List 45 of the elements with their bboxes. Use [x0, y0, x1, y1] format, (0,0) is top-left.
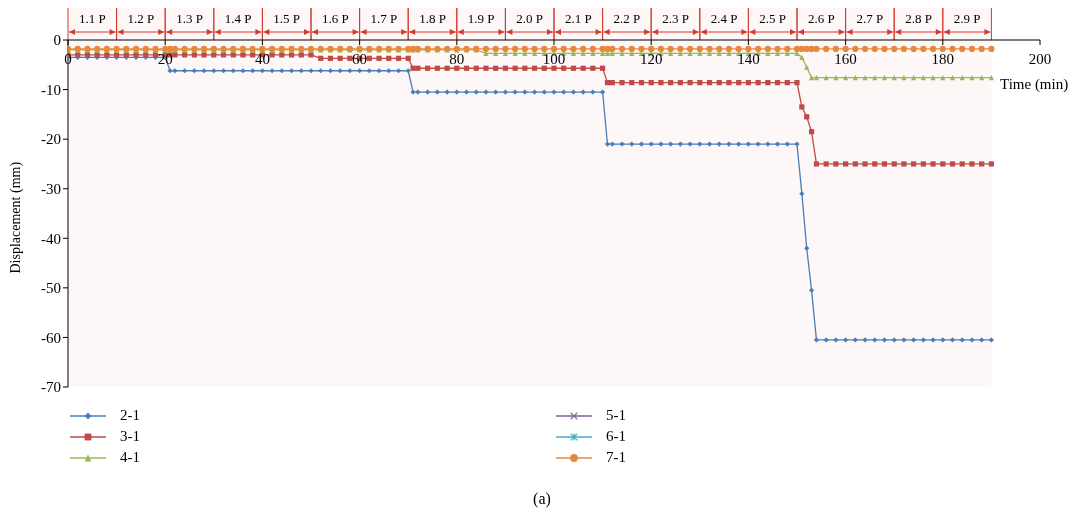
y-tick-label: -60 — [41, 329, 61, 346]
legend-label: 5-1 — [606, 407, 626, 424]
band-label: 2.0 P — [516, 11, 544, 26]
x-tick-label: 200 — [1028, 50, 1052, 67]
band-label: 1.6 P — [321, 11, 349, 26]
x-tick-label: 80 — [449, 50, 465, 67]
band-label: 1.5 P — [273, 11, 301, 26]
band-label: 2.7 P — [856, 11, 884, 26]
x-tick-label: 140 — [737, 50, 760, 67]
x-tick-label: 160 — [834, 50, 857, 67]
legend-label: 4-1 — [120, 449, 140, 466]
x-axis-title: Time (min) — [1000, 76, 1069, 93]
y-tick-label: -70 — [41, 379, 61, 396]
y-tick-label: -20 — [41, 131, 61, 148]
x-tick-label: 100 — [542, 50, 566, 67]
band-label: 1.2 P — [127, 11, 155, 26]
legend-label: 6-1 — [606, 428, 626, 445]
x-tick-label: 0 — [64, 50, 72, 67]
band-label: 1.3 P — [176, 11, 203, 26]
band-label: 1.7 P — [370, 11, 398, 26]
band-label: 2.4 P — [710, 11, 738, 26]
y-tick-label: -40 — [41, 230, 61, 247]
y-axis-title: Displacement (mm) — [7, 161, 24, 274]
y-tick-label: -50 — [41, 280, 61, 297]
band-label: 2.5 P — [759, 11, 787, 26]
band-label: 1.8 P — [419, 11, 446, 26]
band-label: 2.8 P — [905, 11, 932, 26]
band-label: 1.9 P — [467, 11, 495, 26]
x-tick-label: 180 — [931, 50, 955, 67]
x-tick-label: 40 — [254, 50, 270, 67]
band-label: 2.3 P — [662, 11, 689, 26]
y-tick-label: -10 — [41, 81, 61, 98]
text: (a) — [532, 490, 552, 508]
band-label: 2.9 P — [953, 11, 981, 26]
band-label: 1.4 P — [224, 11, 252, 26]
legend-label: 3-1 — [120, 428, 140, 445]
band-label: 1.1 P — [78, 11, 106, 26]
x-tick-label: 120 — [639, 50, 663, 67]
y-tick-label: -30 — [41, 181, 61, 198]
legend-label: 7-1 — [606, 449, 626, 466]
y-tick-label: 0 — [53, 32, 61, 49]
band-label: 2.1 P — [564, 11, 592, 26]
band-label: 2.2 P — [613, 11, 641, 26]
band-label: 2.6 P — [807, 11, 835, 26]
legend-label: 2-1 — [120, 407, 140, 424]
